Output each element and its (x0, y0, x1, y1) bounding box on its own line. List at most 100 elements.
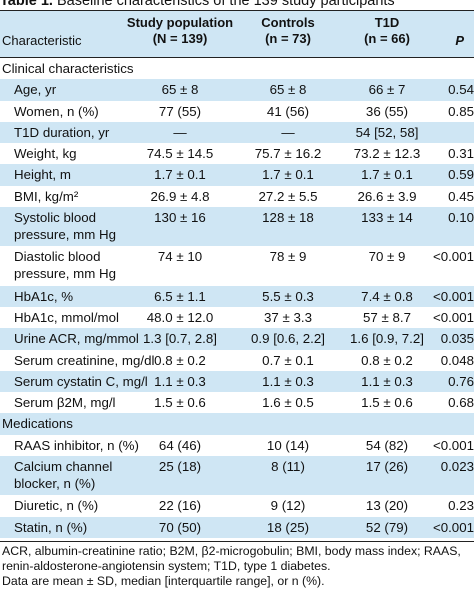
table-row: Calcium channel blocker, n (%) 25 (18) 8 (… (0, 456, 474, 496)
table-row: Diastolic blood pressure, mm Hg 74 ± 10 78… (0, 246, 474, 285)
cell-study-population: 25 (18) (158, 459, 202, 475)
cell-t1d: 13 (20) (365, 498, 409, 514)
cell-study-population: 65 ± 8 (161, 82, 199, 98)
cell-t1d: 1.6 [0.9, 7.2] (350, 331, 424, 347)
cell-p-value: 0.048 (440, 352, 474, 368)
header-p-label: P (455, 33, 464, 48)
table-row: Weight, kg 74.5 ± 14.5 75.7 ± 16.2 73.2 ± 1… (0, 143, 474, 164)
cell-t1d: 57 ± 8.7 (363, 309, 411, 325)
table-row: Statin, n (%) 70 (50) 18 (25) 52 (79) <0.001 (0, 516, 474, 538)
table-row: Age, yr 65 ± 8 65 ± 8 66 ± 7 0.54 (0, 79, 474, 101)
cell-study-population: 26.9 ± 4.8 (150, 188, 210, 204)
cell-p-value: <0.001 (432, 249, 474, 265)
table-row: T1D duration, yr — — 54 [52, 58] (0, 121, 474, 144)
header-t1d: T1D (n = 66) (340, 15, 434, 47)
cell-t1d: 54 [52, 58] (355, 124, 419, 140)
table-title-text: Baseline characteristics of the 139 stud… (56, 0, 395, 9)
footnote-abbreviations: ACR, albumin-creatinine ratio; B2M, β2-m… (2, 544, 461, 573)
cell-p-value: <0.001 (432, 519, 474, 535)
cell-p-value: 0.035 (440, 331, 474, 347)
cell-controls: 5.5 ± 0.3 (262, 288, 314, 304)
cell-p-value: 0.59 (448, 167, 474, 183)
cell-controls: 78 ± 9 (269, 249, 307, 265)
cell-p-value: <0.001 (432, 437, 474, 453)
cell-t1d: 52 (79) (365, 519, 409, 535)
table-row: Serum β2M, mg/l 1.5 ± 0.6 1.6 ± 0.5 1.5 ± 0… (0, 392, 474, 413)
table-body: Clinical characteristics Age, yr 65 ± 8 65 … (0, 58, 474, 538)
cell-p-value: 0.023 (440, 459, 474, 475)
header-study-population-label: Study population (126, 15, 234, 30)
header-characteristic-label: Characteristic (2, 33, 82, 48)
cell-controls: 41 (56) (266, 103, 310, 119)
cell-study-population: 1.7 ± 0.1 (154, 167, 206, 183)
table-row: Serum creatinine, mg/dl 0.8 ± 0.2 0.7 ± 0.… (0, 350, 474, 371)
header-study-population-n: (N = 139) (152, 31, 208, 46)
cell-t1d: 26.6 ± 3.9 (357, 188, 417, 204)
cell-controls: — (281, 124, 295, 140)
cell-t1d: 1.7 ± 0.1 (361, 167, 413, 183)
cell-characteristic: HbA1c, mmol/mol (14, 309, 119, 325)
cell-study-population: 0.8 ± 0.2 (154, 352, 206, 368)
table-footnotes: ACR, albumin-creatinine ratio; B2M, β2-m… (2, 544, 472, 589)
header-controls: Controls (n = 73) (236, 15, 340, 47)
cell-study-population: 1.3 [0.7, 2.8] (143, 331, 217, 347)
cell-characteristic: Statin, n (%) (14, 519, 88, 535)
cell-characteristic: Age, yr (14, 82, 57, 98)
cell-study-population: 130 ± 16 (154, 210, 206, 226)
cell-characteristic: Women, n (%) (14, 103, 99, 119)
cell-study-population: — (173, 124, 187, 140)
cell-p-value: 0.23 (448, 498, 474, 514)
cell-controls: 9 (12) (270, 498, 306, 514)
table-row: Systolic blood pressure, mm Hg 130 ± 16 12… (0, 207, 474, 247)
cell-p-value: 0.68 (448, 395, 474, 411)
cell-characteristic: HbA1c, % (14, 288, 74, 304)
cell-t1d: 36 (55) (365, 103, 409, 119)
header-study-population: Study population (N = 139) (126, 15, 234, 47)
table-row: BMI, kg/m² 26.9 ± 4.8 27.2 ± 5.5 26.6 ± 3.9… (0, 186, 474, 207)
cell-controls: 0.7 ± 0.1 (262, 352, 314, 368)
cell-study-population: 77 (55) (158, 103, 202, 119)
header-controls-label: Controls (261, 15, 315, 30)
table-bottom-rule (0, 541, 474, 542)
cell-study-population: 22 (16) (158, 498, 202, 514)
cell-t1d: 1.1 ± 0.3 (361, 373, 413, 389)
header-t1d-n: (n = 66) (364, 31, 410, 46)
cell-t1d: 70 ± 9 (368, 249, 406, 265)
cell-study-population: 6.5 ± 1.1 (154, 288, 206, 304)
cell-characteristic: Urine ACR, mg/mmol (14, 331, 139, 347)
cell-characteristic: RAAS inhibitor, n (%) (14, 437, 139, 453)
cell-t1d: 54 (82) (365, 437, 409, 453)
cell-p-value: 0.31 (448, 146, 474, 162)
section-row: Clinical characteristics (0, 58, 474, 79)
cell-p-value: 0.76 (448, 373, 474, 389)
section-row: Medications (0, 413, 474, 435)
cell-t1d: 17 (26) (365, 459, 409, 475)
header-t1d-label: T1D (374, 15, 400, 30)
cell-p-value: <0.001 (432, 309, 474, 325)
cell-controls: 128 ± 18 (262, 210, 314, 226)
cell-controls: 1.7 ± 0.1 (262, 167, 314, 183)
cell-study-population: 1.1 ± 0.3 (154, 373, 206, 389)
cell-t1d: 66 ± 7 (368, 82, 406, 98)
cell-characteristic: Weight, kg (14, 146, 77, 162)
cell-study-population: 74.5 ± 14.5 (146, 146, 214, 162)
table-row: Serum cystatin C, mg/l 1.1 ± 0.3 1.1 ± 0.3… (0, 370, 474, 393)
table-row: Urine ACR, mg/mmol 1.3 [0.7, 2.8] 0.9 [0.6… (0, 328, 474, 350)
table-row: Diuretic, n (%) 22 (16) 9 (12) 13 (20) 0.23 (0, 495, 474, 516)
table-title: Table 1. Baseline characteristics of the… (0, 0, 395, 10)
cell-controls: 75.7 ± 16.2 (254, 146, 322, 162)
cell-controls: 18 (25) (266, 519, 310, 535)
cell-characteristic: Calcium channel blocker, n (%) (14, 459, 113, 492)
cell-characteristic: Height, m (14, 167, 71, 183)
cell-characteristic: Diastolic blood pressure, mm Hg (14, 249, 116, 282)
table-row: Women, n (%) 77 (55) 41 (56) 36 (55) 0.85 (0, 101, 474, 122)
table-header: Characteristic Study population (N = 139… (0, 11, 474, 58)
table-row: HbA1c, mmol/mol 48.0 ± 12.0 37 ± 3.3 57 ± 8… (0, 307, 474, 328)
cell-characteristic: Diuretic, n (%) (14, 498, 99, 514)
cell-study-population: 48.0 ± 12.0 (146, 309, 214, 325)
cell-characteristic: Medications (2, 416, 73, 432)
header-p-value: P (430, 33, 464, 49)
table-number: Table 1. (0, 0, 53, 9)
cell-controls: 0.9 [0.6, 2.2] (251, 331, 325, 347)
cell-controls: 1.1 ± 0.3 (262, 373, 314, 389)
